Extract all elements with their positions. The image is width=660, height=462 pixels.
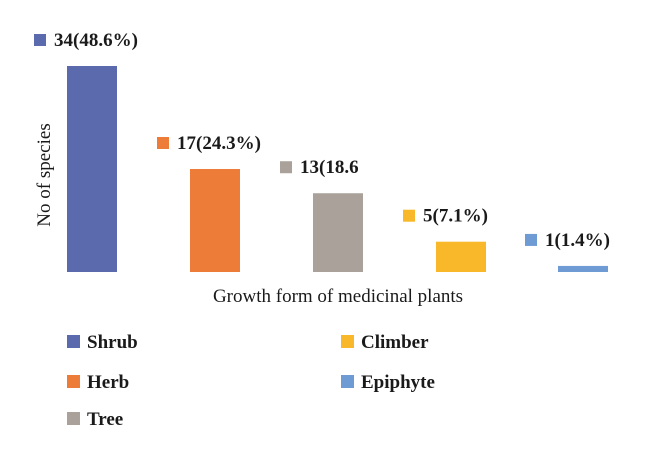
data-labels-group: 34(48.6%) 17(24.3%) 13(18.6 5(7.1%) 1(1.4%) [34, 30, 610, 251]
legend-swatch-herb [67, 375, 80, 388]
legend-label-climber: Climber [361, 332, 429, 353]
data-label-climber: 5(7.1%) [423, 206, 488, 227]
bar-tree [313, 193, 363, 272]
bar-epiphyte [558, 265, 608, 272]
legend-swatch-shrub [67, 335, 80, 348]
y-axis-label: No of species [34, 123, 55, 226]
legend-swatch-climber [341, 335, 354, 348]
bar-climber [436, 241, 486, 272]
data-label-marker-tree [280, 161, 292, 174]
legend-label-shrub: Shrub [87, 332, 138, 353]
bar-shrub [67, 66, 117, 272]
legend-label-herb: Herb [87, 372, 129, 393]
legend: Shrub Herb Tree Climber Epiphyte [67, 332, 435, 430]
bar-herb [190, 169, 240, 272]
data-label-shrub: 34(48.6%) [54, 30, 138, 51]
legend-swatch-tree [67, 412, 80, 425]
x-axis-label: Growth form of medicinal plants [213, 286, 463, 307]
data-label-herb: 17(24.3%) [177, 133, 261, 154]
data-label-tree: 13(18.6 [300, 157, 359, 178]
data-label-epiphyte: 1(1.4%) [545, 230, 610, 251]
legend-label-epiphyte: Epiphyte [361, 372, 435, 393]
data-label-marker-shrub [34, 34, 46, 46]
legend-swatch-epiphyte [341, 375, 354, 388]
data-label-marker-climber [403, 209, 415, 222]
legend-label-tree: Tree [87, 409, 123, 430]
bars-group [67, 66, 608, 272]
data-label-marker-herb [157, 137, 169, 149]
data-label-marker-epiphyte [525, 233, 537, 246]
